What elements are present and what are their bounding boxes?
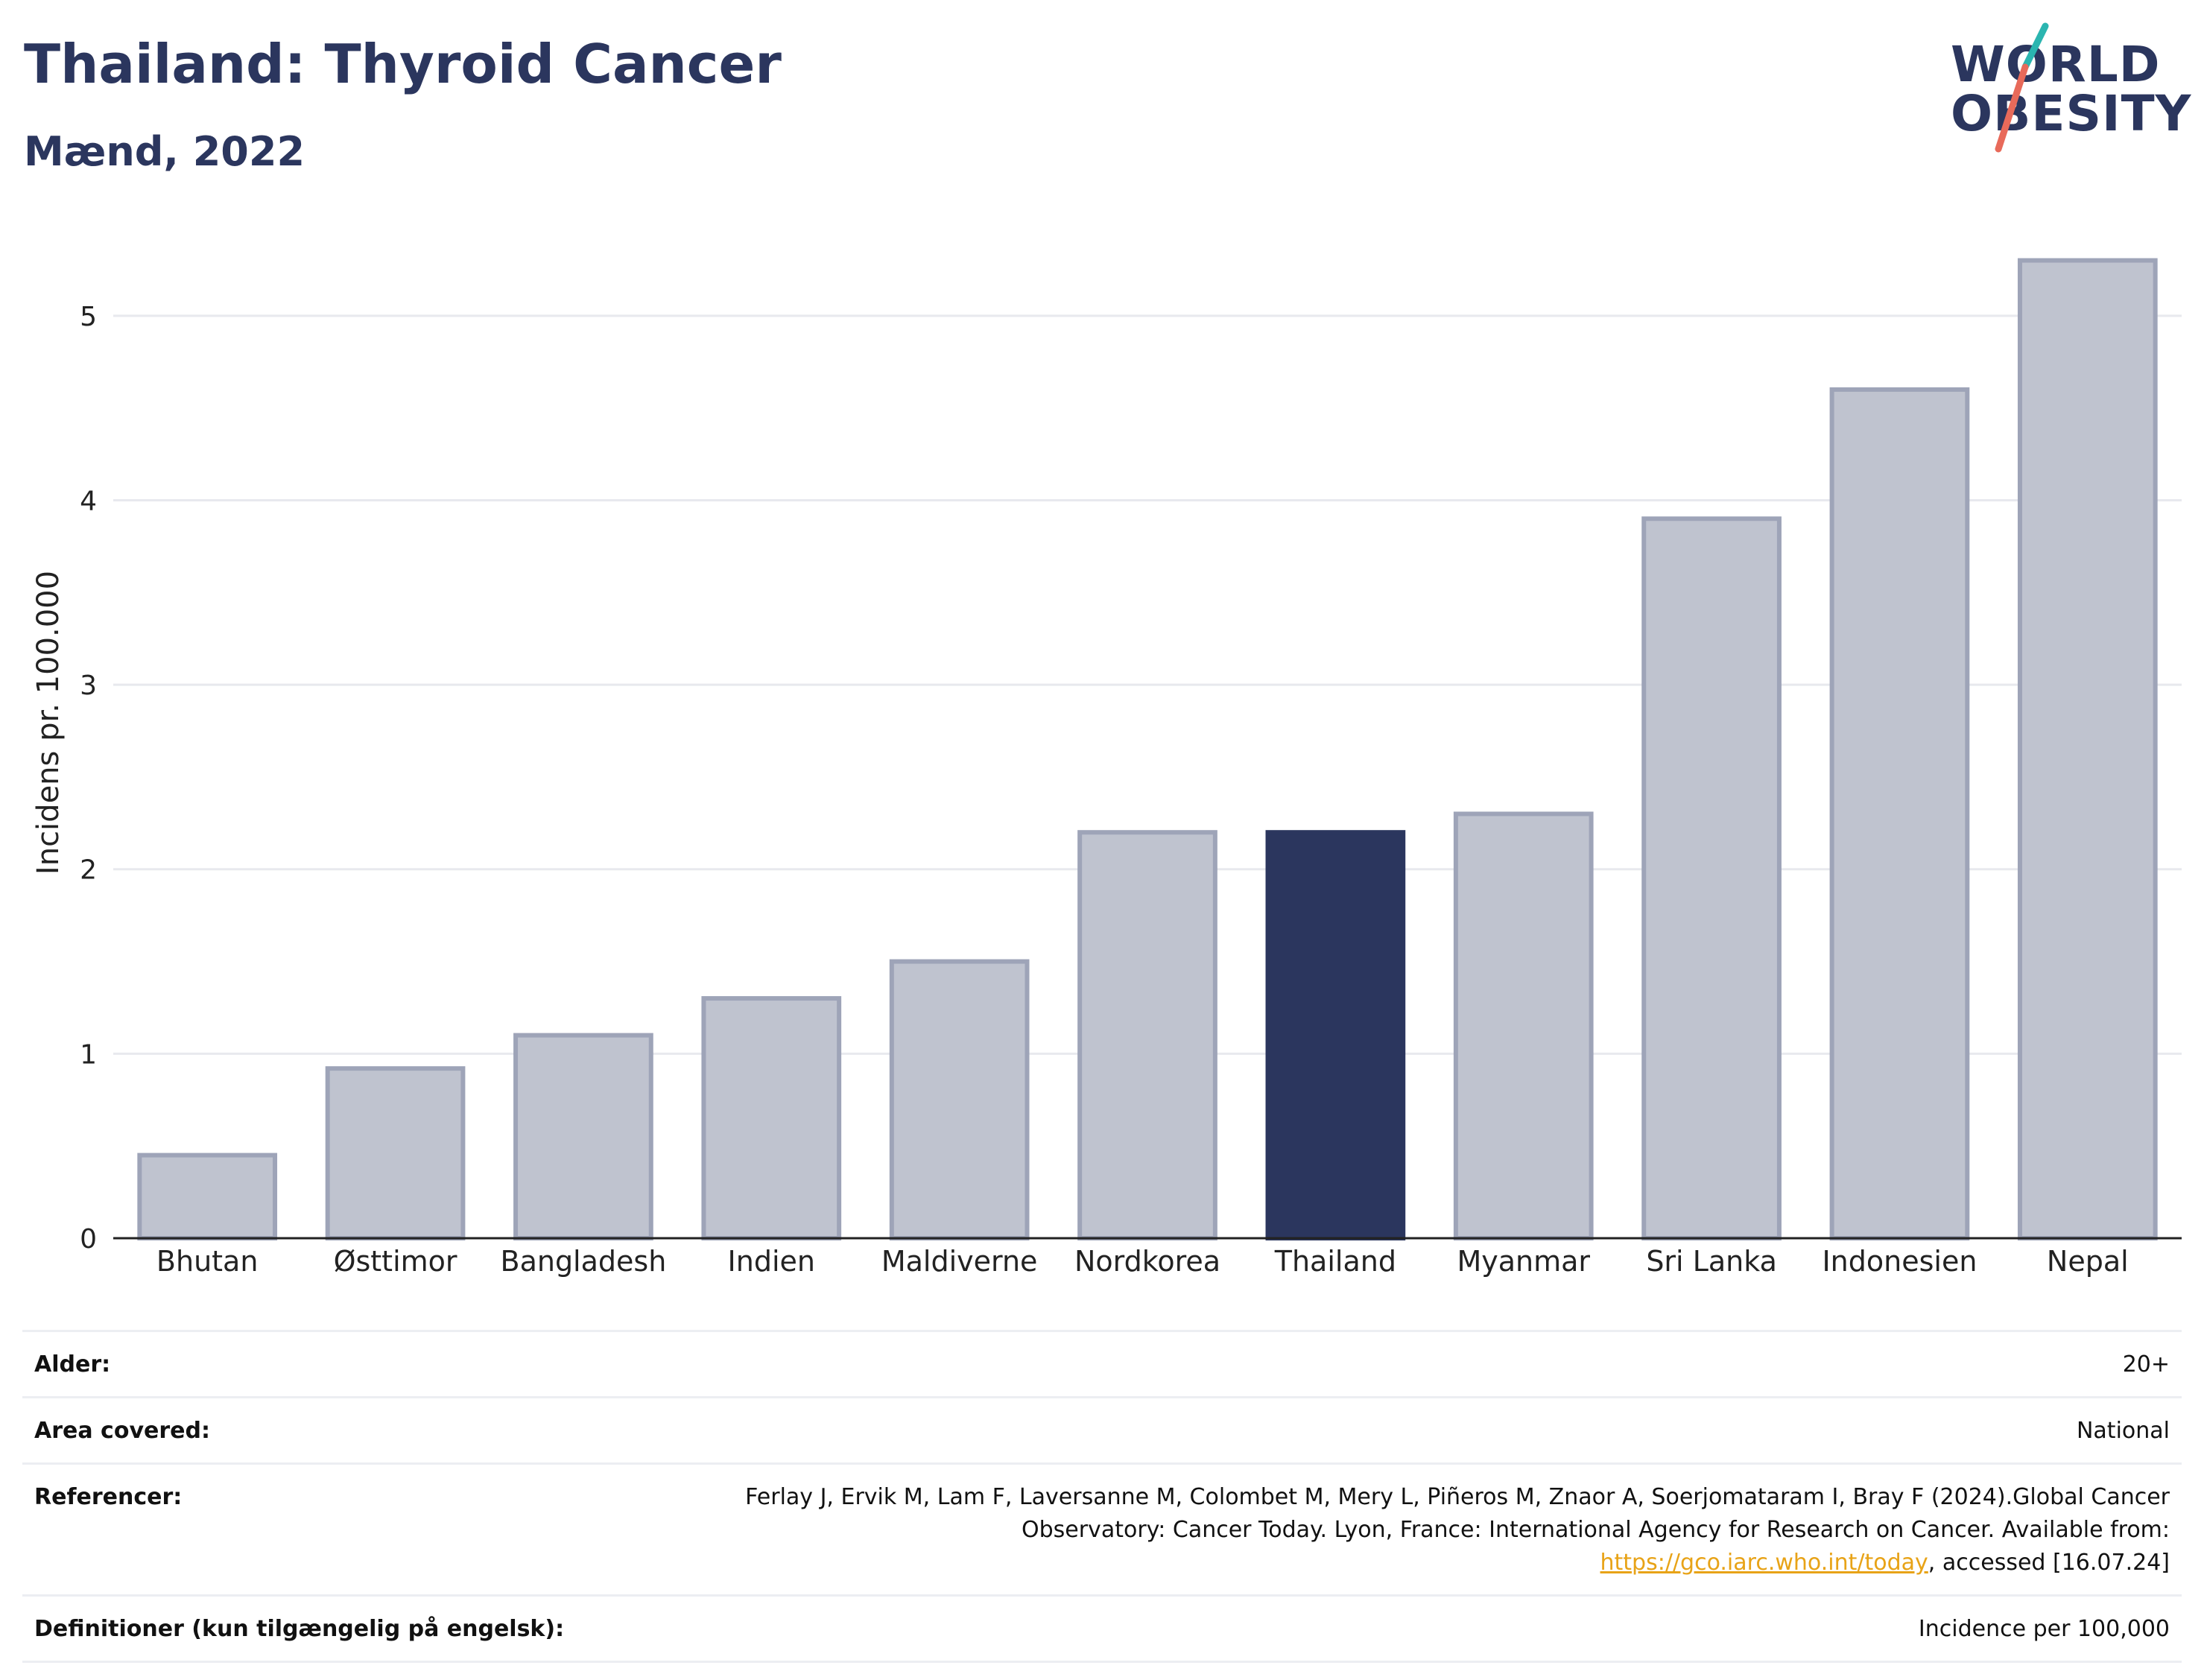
bar-bhutan xyxy=(137,1153,278,1240)
meta-row-definitions: Definitioner (kun tilgængelig på engelsk… xyxy=(22,1594,2182,1663)
meta-row-age: Alder: 20+ xyxy=(22,1330,2182,1398)
logo-line2: OBESITY xyxy=(1951,85,2192,142)
meta-key: Referencer: xyxy=(22,1462,717,1597)
y-tick-label: 4 xyxy=(80,486,97,516)
world-obesity-logo: WORLD OBESITY xyxy=(1937,22,2191,156)
bar-chart: 0 1 2 3 4 5 Bhutan Østtimor Bangladesh Indien Mald… xyxy=(31,258,2182,1278)
chart-subtitle: Mænd, 2022 xyxy=(24,128,305,175)
x-tick-label: Thailand xyxy=(1274,1245,1396,1278)
y-tick-label: 3 xyxy=(80,671,97,701)
meta-row-area: Area covered: National xyxy=(22,1396,2182,1465)
x-tick-label: Indonesien xyxy=(1822,1245,1977,1278)
y-tick-label: 0 xyxy=(80,1224,97,1255)
logo-slash-icon xyxy=(1995,22,2049,153)
axes: 0 1 2 3 4 5 Bhutan Østtimor Bangladesh Indien Mald… xyxy=(80,302,2182,1278)
y-axis-title: Incidens pr. 100.000 xyxy=(31,571,66,875)
meta-value: Incidence per 100,000 xyxy=(717,1594,2182,1663)
bar-indonesien xyxy=(1829,387,1970,1241)
bar-sri-lanka xyxy=(1641,516,1782,1240)
x-tick-label: Sri Lanka xyxy=(1646,1245,1777,1278)
bar-bangladesh xyxy=(513,1033,653,1240)
bar-nordkorea xyxy=(1077,830,1217,1240)
reference-link[interactable]: https://gco.iarc.who.int/today xyxy=(1600,1550,1928,1576)
meta-row-references: Referencer: Ferlay J, Ervik M, Lam F, La… xyxy=(22,1462,2182,1597)
meta-value: Ferlay J, Ervik M, Lam F, Laversanne M, … xyxy=(717,1462,2182,1597)
bar-østtimor xyxy=(325,1066,466,1241)
chart-title: Thailand: Thyroid Cancer xyxy=(24,33,782,95)
bar-indien xyxy=(701,996,842,1241)
y-tick-label: 1 xyxy=(80,1039,97,1070)
x-tick-label: Bangladesh xyxy=(501,1245,667,1278)
bar-maldiverne xyxy=(889,959,1030,1241)
meta-key: Area covered: xyxy=(22,1396,717,1465)
x-tick-label: Maldiverne xyxy=(881,1245,1038,1278)
x-tick-label: Østtimor xyxy=(334,1245,457,1278)
bar-nepal xyxy=(2017,258,2158,1241)
reference-accessed: , accessed [16.07.24] xyxy=(1928,1550,2170,1576)
bar-myanmar xyxy=(1453,811,1594,1240)
y-tick-label: 5 xyxy=(80,302,97,332)
meta-value: 20+ xyxy=(717,1330,2182,1398)
bars xyxy=(137,258,2158,1241)
meta-key: Definitioner (kun tilgængelig på engelsk… xyxy=(22,1594,717,1663)
meta-value: National xyxy=(717,1396,2182,1465)
y-tick-label: 2 xyxy=(80,855,97,886)
reference-text: Ferlay J, Ervik M, Lam F, Laversanne M, … xyxy=(745,1484,2170,1543)
x-tick-label: Nepal xyxy=(2047,1245,2129,1278)
metadata-table: Alder: 20+ Area covered: National Refere… xyxy=(22,1330,2182,1663)
x-tick-label: Myanmar xyxy=(1457,1245,1590,1278)
logo-line1: WORLD xyxy=(1951,36,2161,93)
meta-key: Alder: xyxy=(22,1330,717,1398)
x-tick-label: Indien xyxy=(728,1245,815,1278)
bar-thailand xyxy=(1265,830,1406,1240)
x-tick-label: Nordkorea xyxy=(1074,1245,1220,1278)
x-tick-label: Bhutan xyxy=(156,1245,259,1278)
